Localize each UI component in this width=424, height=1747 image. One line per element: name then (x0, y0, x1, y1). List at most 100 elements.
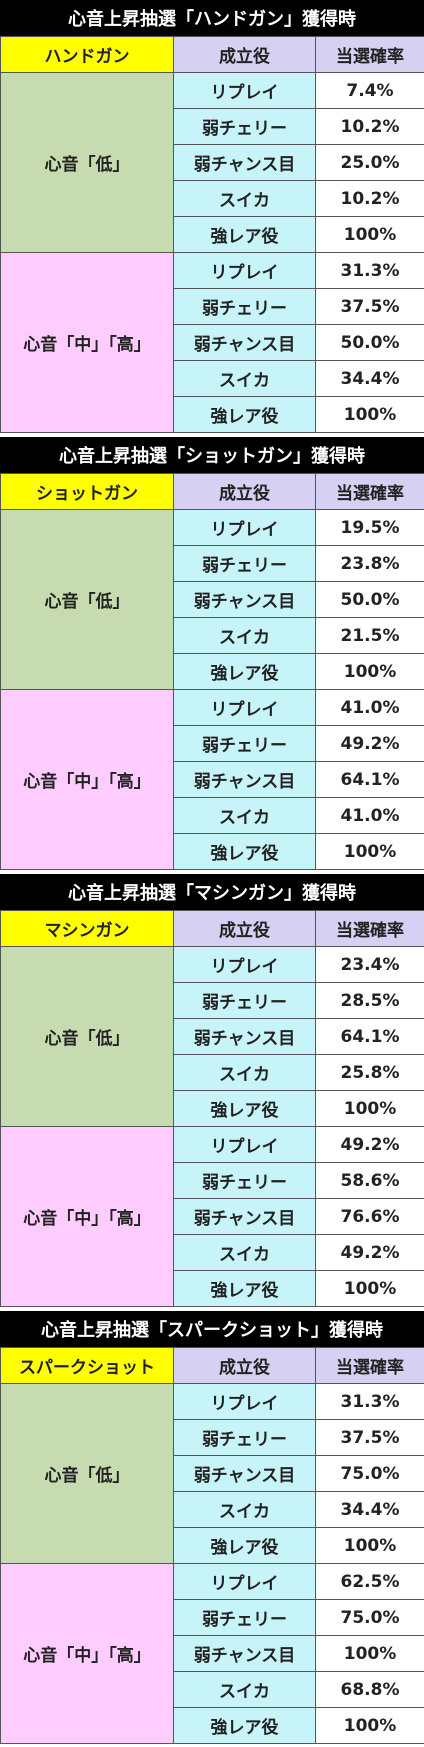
probability-table: スパークショット 成立役 当選確率 心音「低」 リプレイ 31.3% 弱チェリー… (0, 1347, 424, 1744)
role-cell: 弱チャンス目 (173, 761, 316, 798)
table-row: 弱チェリー 75.0% (1, 1599, 424, 1636)
probability-table: マシンガン 成立役 当選確率 心音「低」 リプレイ 23.4% 弱チェリー 28.… (0, 910, 424, 1307)
table-row: 弱チャンス目 25.0% (1, 144, 424, 181)
role-cell: 強レア役 (173, 833, 316, 870)
table-row: 弱チェリー 23.8% (1, 545, 424, 582)
role-cell: 強レア役 (173, 653, 316, 690)
column-header-rate: 当選確率 (315, 36, 424, 73)
rate-cell: 100% (315, 653, 424, 690)
table-row: 弱チェリー 10.2% (1, 108, 424, 145)
role-cell: スイカ (173, 617, 316, 654)
table-row: 強レア役 100% (1, 1090, 424, 1127)
weapon-label: ハンドガン (0, 36, 174, 73)
table-row: 弱チャンス目 64.1% (1, 761, 424, 798)
role-cell: リプレイ (173, 509, 316, 546)
role-cell: リプレイ (173, 1126, 316, 1163)
column-header-role: 成立役 (173, 1347, 316, 1384)
role-cell: リプレイ (173, 689, 316, 726)
role-cell: 弱チャンス目 (173, 324, 316, 361)
table-row: 弱チャンス目 100% (1, 1635, 424, 1672)
table-row: 強レア役 100% (1, 653, 424, 690)
role-cell: スイカ (173, 1234, 316, 1271)
rate-cell: 25.8% (315, 1054, 424, 1091)
weapon-label: ショットガン (0, 473, 174, 510)
rate-cell: 62.5% (315, 1563, 424, 1600)
column-header-role: 成立役 (173, 910, 316, 947)
rate-cell: 49.2% (315, 725, 424, 762)
rate-cell: 49.2% (315, 1234, 424, 1271)
table-row: 弱チャンス目 76.6% (1, 1198, 424, 1235)
role-cell: 弱チャンス目 (173, 1198, 316, 1235)
role-cell: スイカ (173, 1054, 316, 1091)
role-cell: 強レア役 (173, 1270, 316, 1307)
rate-cell: 100% (315, 396, 424, 433)
section-title: 心音上昇抽選「ショットガン」獲得時 (0, 437, 424, 473)
role-cell: 弱チェリー (173, 288, 316, 325)
table-row: 心音「低」 リプレイ 7.4% (0, 72, 424, 253)
column-header-rate: 当選確率 (315, 1347, 424, 1384)
section-title: 心音上昇抽選「スパークショット」獲得時 (0, 1311, 424, 1347)
rate-cell: 64.1% (315, 1018, 424, 1055)
column-header-rate: 当選確率 (315, 910, 424, 947)
role-cell: 弱チャンス目 (173, 1635, 316, 1672)
role-cell: 弱チェリー (173, 725, 316, 762)
role-cell: リプレイ (173, 1383, 316, 1420)
rate-cell: 100% (315, 1270, 424, 1307)
rate-cell: 100% (315, 833, 424, 870)
rate-cell: 37.5% (315, 288, 424, 325)
table-row: 弱チェリー 37.5% (1, 1419, 424, 1456)
table-row: 強レア役 100% (1, 396, 424, 433)
role-cell: スイカ (173, 1491, 316, 1528)
role-cell: リプレイ (173, 252, 316, 289)
role-cell: スイカ (173, 360, 316, 397)
rate-cell: 58.6% (315, 1162, 424, 1199)
heartbeat-low-label: 心音「低」 (0, 1383, 174, 1564)
rate-cell: 100% (315, 216, 424, 253)
heartbeat-high-label: 心音「中」「高」 (0, 252, 174, 433)
rate-cell: 100% (315, 1527, 424, 1564)
role-cell: 弱チャンス目 (173, 144, 316, 181)
rate-cell: 100% (315, 1707, 424, 1744)
table-row: 心音「中」「高」 リプレイ 49.2% (0, 1126, 424, 1307)
probability-table: ハンドガン 成立役 当選確率 心音「低」 リプレイ 7.4% 弱チェリー 10.2… (0, 36, 424, 433)
role-cell: スイカ (173, 180, 316, 217)
rate-cell: 100% (315, 1635, 424, 1672)
column-header-role: 成立役 (173, 36, 316, 73)
role-cell: 強レア役 (173, 1707, 316, 1744)
rate-cell: 10.2% (315, 180, 424, 217)
role-cell: 強レア役 (173, 1527, 316, 1564)
table-row: 弱チャンス目 64.1% (1, 1018, 424, 1055)
table-row: 心音「中」「高」 リプレイ 31.3% (0, 252, 424, 433)
table-row: 強レア役 100% (1, 833, 424, 870)
role-cell: 強レア役 (173, 396, 316, 433)
role-cell: リプレイ (173, 1563, 316, 1600)
rate-cell: 41.0% (315, 689, 424, 726)
rate-cell: 10.2% (315, 108, 424, 145)
rate-cell: 34.4% (315, 360, 424, 397)
rate-cell: 23.4% (315, 946, 424, 983)
probability-table: ショットガン 成立役 当選確率 心音「低」 リプレイ 19.5% 弱チェリー 23… (0, 473, 424, 870)
role-cell: 強レア役 (173, 216, 316, 253)
rate-cell: 28.5% (315, 982, 424, 1019)
table-row: 心音「中」「高」 リプレイ 62.5% (0, 1563, 424, 1744)
table-row: 心音「中」「高」 リプレイ 41.0% (0, 689, 424, 870)
section-title: 心音上昇抽選「ハンドガン」獲得時 (0, 0, 424, 36)
role-cell: スイカ (173, 797, 316, 834)
role-cell: 弱チェリー (173, 545, 316, 582)
rate-cell: 75.0% (315, 1455, 424, 1492)
rate-cell: 19.5% (315, 509, 424, 546)
column-header-rate: 当選確率 (315, 473, 424, 510)
rate-cell: 31.3% (315, 252, 424, 289)
weapon-label: スパークショット (0, 1347, 174, 1384)
table-row: 弱チェリー 58.6% (1, 1162, 424, 1199)
rate-cell: 25.0% (315, 144, 424, 181)
rate-cell: 76.6% (315, 1198, 424, 1235)
role-cell: 弱チャンス目 (173, 1018, 316, 1055)
table-row: 強レア役 100% (1, 1707, 424, 1744)
rate-cell: 31.3% (315, 1383, 424, 1420)
role-cell: 弱チェリー (173, 982, 316, 1019)
heartbeat-low-label: 心音「低」 (0, 72, 174, 253)
table-row: 弱チャンス目 75.0% (1, 1455, 424, 1492)
table-row: 強レア役 100% (1, 1270, 424, 1307)
